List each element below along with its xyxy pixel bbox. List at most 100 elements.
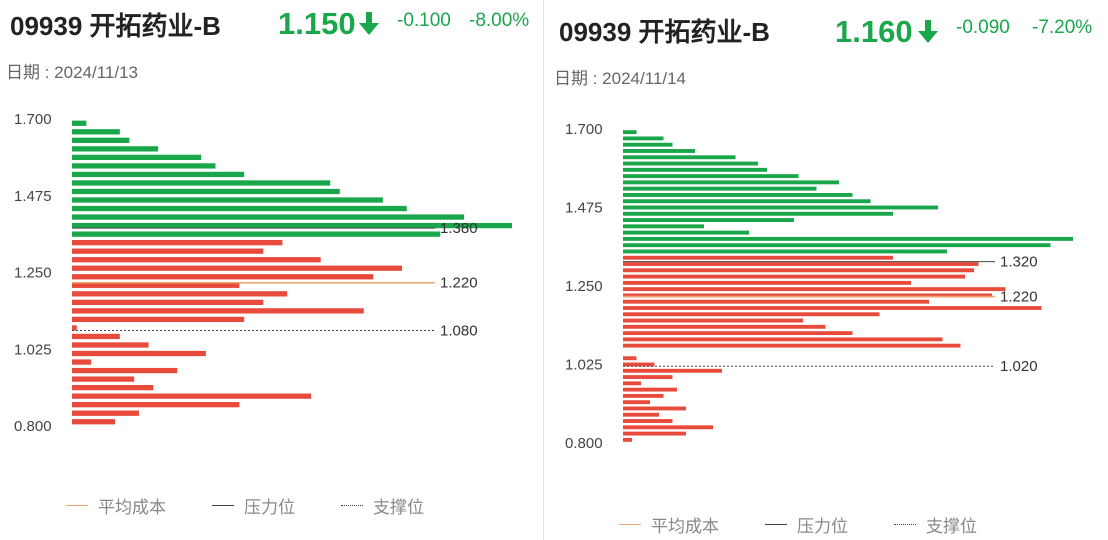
chip-distribution-chart: 1.700 1.475 1.250 1.025 0.800 1.380 1.220 1.080 xyxy=(14,111,512,435)
chip-bar xyxy=(72,257,321,263)
chip-bar xyxy=(72,222,512,229)
chip-bar xyxy=(72,248,264,254)
chip-bar xyxy=(623,356,637,361)
legend-resistance: 压力位 xyxy=(212,493,295,518)
chip-bar xyxy=(72,402,240,408)
chip-bar xyxy=(623,199,871,204)
chip-bar xyxy=(623,437,632,442)
chip-bar xyxy=(72,384,154,391)
panel-divider xyxy=(543,0,544,540)
legend-support: 支撑位 xyxy=(341,493,424,518)
y-tick-label: 1.025 xyxy=(565,357,603,374)
price-change: -0.100 xyxy=(397,10,451,31)
chip-bar xyxy=(72,214,465,220)
chip-distribution-chart: 1.700 1.475 1.250 1.025 0.800 1.320 1.220 1.020 xyxy=(565,121,1073,452)
y-tick-label: 1.025 xyxy=(14,341,52,358)
legend-support-label: 支撑位 xyxy=(373,498,424,517)
chip-panel-right: 09939 开拓药业-B 1.160 -0.090 -7.20% 日期 : 20… xyxy=(545,0,1108,540)
chip-bar xyxy=(623,167,767,172)
support-label: 1.080 xyxy=(440,322,478,339)
y-tick-label: 1.475 xyxy=(14,188,52,205)
chip-bar xyxy=(623,130,637,135)
chip-bar xyxy=(72,188,340,195)
chip-bar xyxy=(72,265,402,271)
chip-bar xyxy=(623,287,1006,292)
resistance-label: 1.380 xyxy=(440,220,478,237)
y-tick-label: 1.250 xyxy=(14,265,52,282)
arrow-down-icon xyxy=(918,20,938,43)
chip-bar xyxy=(623,375,673,380)
chip-bar xyxy=(623,306,1042,310)
chip-bar xyxy=(623,155,736,160)
bars xyxy=(623,130,1073,442)
chip-bar xyxy=(72,308,364,314)
chip-bar xyxy=(623,337,943,342)
chip-bar xyxy=(72,376,135,382)
chip-bar xyxy=(72,316,245,323)
chip-bar xyxy=(72,197,383,203)
chip-bar xyxy=(623,274,965,279)
chip-bar xyxy=(623,149,695,153)
legend-resistance-swatch xyxy=(212,505,234,506)
chip-bar xyxy=(623,425,713,430)
chip-bar xyxy=(623,318,803,323)
y-tick-label: 1.475 xyxy=(565,200,603,217)
avg_cost-label: 1.220 xyxy=(440,275,478,292)
y-tick-label: 1.700 xyxy=(565,121,603,138)
chip-bar xyxy=(72,274,374,280)
price-change-pct: -7.20% xyxy=(1032,17,1093,38)
chip-bar xyxy=(623,243,1051,248)
chip-bar xyxy=(623,224,704,229)
chip-bar xyxy=(623,211,893,216)
chip-bar xyxy=(623,161,758,166)
chip-bar xyxy=(72,350,206,357)
chip-panel-left: 09939 开拓药业-B 1.150 -0.100 -8.00% 日期 : 20… xyxy=(0,0,543,540)
chip-bar xyxy=(72,205,407,212)
chip-bar xyxy=(72,299,264,305)
y-tick-label: 0.800 xyxy=(14,418,52,435)
price-change: -0.090 xyxy=(956,17,1010,38)
legend-support-label: 支撑位 xyxy=(926,517,977,536)
chip-bar xyxy=(623,186,817,191)
chip-bar xyxy=(72,367,178,374)
chip-bar xyxy=(623,431,686,436)
y-tick-label: 1.700 xyxy=(14,111,52,128)
bars xyxy=(72,120,512,425)
chip-bar xyxy=(623,293,992,298)
date-label: 日期 : 2024/11/13 xyxy=(6,63,138,82)
chip-bar xyxy=(72,410,139,416)
date-label: 日期 : 2024/11/14 xyxy=(554,69,686,88)
chip-bar xyxy=(72,137,130,143)
chip-bar xyxy=(623,174,799,179)
legend-resistance-label: 压力位 xyxy=(244,498,295,517)
chip-bar xyxy=(72,163,216,169)
chip-bar xyxy=(623,343,961,348)
legend: 平均成本 压力位 支撑位 xyxy=(619,512,1023,537)
chip-bar xyxy=(623,136,664,141)
legend-support: 支撑位 xyxy=(894,512,977,537)
chip-bar xyxy=(72,282,240,288)
legend-avg-cost: 平均成本 xyxy=(66,493,166,518)
chip-bar xyxy=(623,324,826,329)
chip-bar xyxy=(623,249,947,254)
chip-bar xyxy=(623,387,677,392)
legend-support-swatch xyxy=(894,524,916,525)
legend-avg-cost-label: 平均成本 xyxy=(651,517,719,536)
legend-avg-cost-swatch xyxy=(66,505,88,506)
legend-resistance: 压力位 xyxy=(765,512,848,537)
legend-resistance-label: 压力位 xyxy=(797,517,848,536)
stock-title: 09939 开拓药业-B xyxy=(559,17,770,47)
stock-title: 09939 开拓药业-B xyxy=(10,11,221,41)
chip-bar xyxy=(72,120,87,126)
chip-bar xyxy=(623,180,839,185)
chip-bar xyxy=(72,393,312,399)
resistance-label: 1.320 xyxy=(1000,254,1038,271)
chip-bar xyxy=(72,231,441,237)
chip-bar xyxy=(72,240,283,246)
chip-bar xyxy=(623,412,659,417)
legend-avg-cost-label: 平均成本 xyxy=(98,498,166,517)
chip-bar xyxy=(623,268,974,273)
chip-bar xyxy=(623,400,650,405)
chip-bar xyxy=(72,359,92,365)
chip-bar xyxy=(623,381,641,386)
